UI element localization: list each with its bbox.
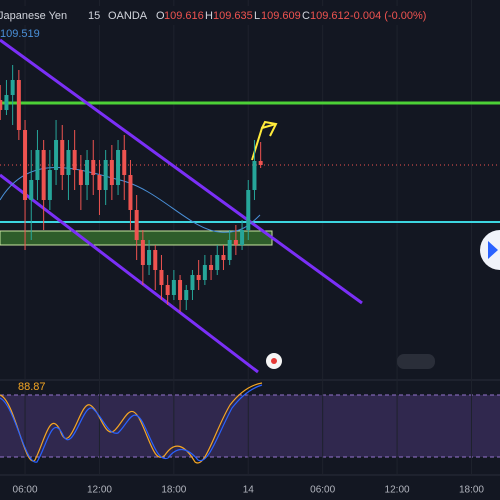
candle-body <box>0 100 3 110</box>
candle-body <box>171 280 176 295</box>
candle-body <box>16 80 21 130</box>
candle-body <box>60 140 65 175</box>
candles <box>0 65 263 312</box>
low-value: 109.609 <box>261 10 301 22</box>
candle-body <box>72 150 77 170</box>
candle-body <box>128 175 133 210</box>
candle-body <box>196 275 201 280</box>
candle-body <box>190 275 195 290</box>
oscillator-d <box>0 384 263 463</box>
candle-body <box>258 161 263 165</box>
oscillator-band <box>0 395 500 457</box>
candle-body <box>122 150 127 175</box>
high-prefix: H <box>205 10 213 22</box>
candle-body <box>23 130 28 200</box>
candle-body <box>246 190 251 230</box>
x-tick-label: 18:00 <box>459 485 484 496</box>
candle-body <box>97 175 102 190</box>
oscillator-k <box>0 382 263 464</box>
candle-body <box>202 265 207 280</box>
candle-body <box>41 150 46 200</box>
candle-body <box>116 150 121 185</box>
candle-body <box>140 240 145 265</box>
candle-body <box>221 255 226 260</box>
open-value: 109.616 <box>164 10 204 22</box>
candle-body <box>134 210 139 240</box>
change-value: -0.004 (-0.00%) <box>350 10 426 22</box>
marker-dot <box>271 358 277 364</box>
candle-body <box>78 170 83 185</box>
candle-body <box>147 250 152 265</box>
candle-body <box>184 290 189 300</box>
candle-body <box>66 150 71 175</box>
header-bg <box>0 6 432 25</box>
close-value: 109.612 <box>310 10 350 22</box>
candle-body <box>47 170 52 200</box>
candle-body <box>209 265 214 270</box>
candle-body <box>178 280 183 300</box>
low-prefix: L <box>254 10 260 22</box>
candle-body <box>10 80 15 95</box>
candle-body <box>54 140 59 170</box>
x-tick-label: 14 <box>243 485 255 496</box>
interval: 15 <box>88 10 100 22</box>
source: OANDA <box>108 10 148 22</box>
candle-body <box>233 240 238 245</box>
x-tick-label: 06:00 <box>310 485 335 496</box>
candle-body <box>215 255 220 270</box>
candle-body <box>165 285 170 295</box>
candle-body <box>29 180 34 200</box>
x-axis: 06:00 12:00 18:00 14 06:00 12:00 18:00 <box>13 485 485 496</box>
x-tick-label: 12:00 <box>385 485 410 496</box>
x-tick-label: 06:00 <box>13 485 38 496</box>
high-value: 109.635 <box>213 10 253 22</box>
candle-body <box>103 160 108 190</box>
x-tick-label: 12:00 <box>87 485 112 496</box>
candle-body <box>109 160 114 185</box>
symbol: Japanese Yen <box>0 10 67 22</box>
candle-body <box>240 230 245 245</box>
candle-body <box>91 160 96 175</box>
channel-upper <box>0 38 363 305</box>
candle-body <box>4 95 9 110</box>
ma-label: 109.519 <box>0 28 40 40</box>
play-icon <box>488 241 498 259</box>
channel-lower <box>0 173 259 374</box>
oscillator-label: 88.87 <box>18 381 46 393</box>
x-tick-label: 18:00 <box>161 485 186 496</box>
candle-body <box>153 250 158 270</box>
events-badge[interactable] <box>397 354 435 369</box>
candle-body <box>159 270 164 285</box>
candle-body <box>85 160 90 185</box>
open-prefix: O <box>156 10 165 22</box>
candle-body <box>252 161 257 190</box>
close-prefix: C <box>302 10 310 22</box>
arrow-head <box>261 120 278 137</box>
candle-body <box>35 150 40 180</box>
candle-body <box>227 240 232 260</box>
